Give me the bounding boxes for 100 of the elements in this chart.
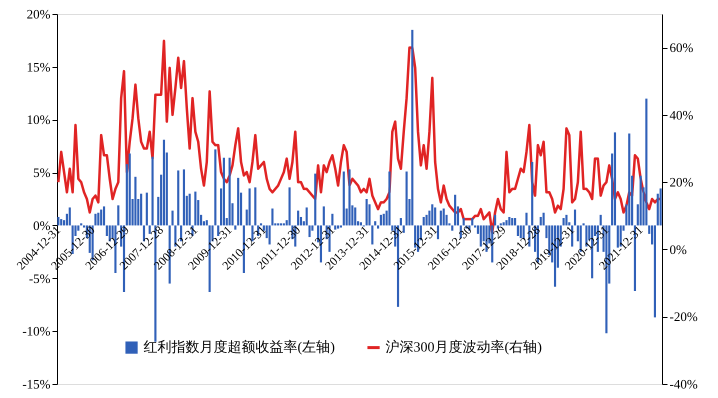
bar: [411, 30, 414, 226]
y-tick-label: 20%: [26, 6, 51, 22]
bar: [480, 225, 482, 247]
y2-tick-label: -20%: [670, 309, 698, 324]
bar: [237, 178, 240, 226]
bar: [366, 199, 368, 226]
bar: [660, 188, 662, 226]
bar: [451, 225, 454, 231]
bar: [640, 176, 642, 226]
bar: [128, 154, 131, 226]
bar: [331, 214, 334, 226]
bar: [140, 194, 142, 226]
bar: [308, 225, 311, 238]
bar: [505, 220, 508, 226]
bar: [148, 225, 151, 234]
bar: [97, 212, 100, 226]
bar: [354, 207, 356, 226]
bar: [94, 214, 97, 226]
bar: [162, 140, 166, 226]
legend-label: 红利指数月度超额收益率(左轴): [144, 340, 336, 356]
bar: [400, 218, 402, 226]
bar: [151, 156, 154, 226]
bar: [436, 225, 440, 240]
bar: [542, 212, 545, 226]
bar: [442, 208, 445, 226]
y-tick-label: 15%: [26, 59, 51, 74]
bar: [574, 210, 576, 226]
bar: [645, 98, 648, 226]
bar: [380, 214, 382, 226]
bar: [222, 158, 225, 226]
bar: [562, 218, 565, 226]
bar: [57, 216, 60, 226]
bar: [525, 212, 528, 226]
bar: [214, 149, 216, 226]
bar: [182, 169, 186, 226]
bar: [382, 214, 385, 226]
bar: [100, 210, 102, 226]
bar: [431, 204, 434, 226]
y2-tick-label: 60%: [670, 40, 694, 56]
bar: [540, 216, 542, 226]
y-tick-label: 10%: [26, 112, 51, 128]
bar: [422, 216, 425, 226]
bar: [628, 133, 630, 226]
bar: [440, 210, 442, 226]
bar: [600, 214, 602, 226]
bar: [271, 208, 274, 226]
bar: [388, 172, 391, 226]
bar: [580, 225, 582, 252]
bar: [188, 194, 191, 226]
bar: [171, 210, 174, 226]
bar: [228, 158, 231, 226]
bar: [508, 216, 510, 226]
y2-tick-label: 40%: [670, 107, 694, 122]
bar: [374, 221, 376, 226]
bar: [426, 214, 428, 226]
bar: [511, 218, 514, 226]
bar: [434, 207, 436, 226]
bar: [402, 225, 405, 233]
bar: [288, 187, 291, 226]
bar: [471, 218, 474, 226]
bar: [108, 225, 111, 242]
bar: [194, 192, 196, 226]
bar: [462, 218, 465, 226]
y-tick-label: -10%: [22, 324, 51, 339]
y2-tick-label: 20%: [670, 174, 694, 190]
y-tick-label: -5%: [28, 270, 51, 286]
bar: [251, 225, 254, 242]
y2-tick-label: -40%: [670, 376, 698, 392]
bar: [306, 207, 308, 226]
bar: [248, 188, 251, 226]
bar: [314, 174, 316, 226]
bar: [654, 225, 656, 318]
bar: [146, 192, 148, 226]
bar: [102, 206, 106, 226]
bar: [268, 225, 271, 244]
bar: [371, 225, 374, 244]
bar: [322, 206, 325, 226]
bar: [177, 170, 180, 226]
bar: [334, 225, 336, 230]
bar: [614, 132, 616, 226]
bar: [620, 225, 622, 247]
bar: [254, 187, 256, 226]
y-tick-label: 5%: [33, 165, 51, 180]
bar: [616, 225, 619, 248]
y-tick-label: -15%: [22, 376, 51, 392]
bar: [514, 218, 516, 226]
bar: [406, 172, 408, 226]
bar: [117, 205, 120, 226]
bar: [454, 194, 456, 226]
bar: [134, 176, 136, 226]
bar: [491, 225, 494, 262]
bar: [217, 225, 220, 236]
bar: [348, 169, 351, 226]
bar: [516, 225, 519, 236]
bar: [531, 162, 534, 226]
bar: [565, 214, 568, 226]
bar: [206, 220, 208, 226]
bar: [68, 207, 71, 226]
bar: [60, 219, 62, 226]
bar: [297, 210, 300, 226]
